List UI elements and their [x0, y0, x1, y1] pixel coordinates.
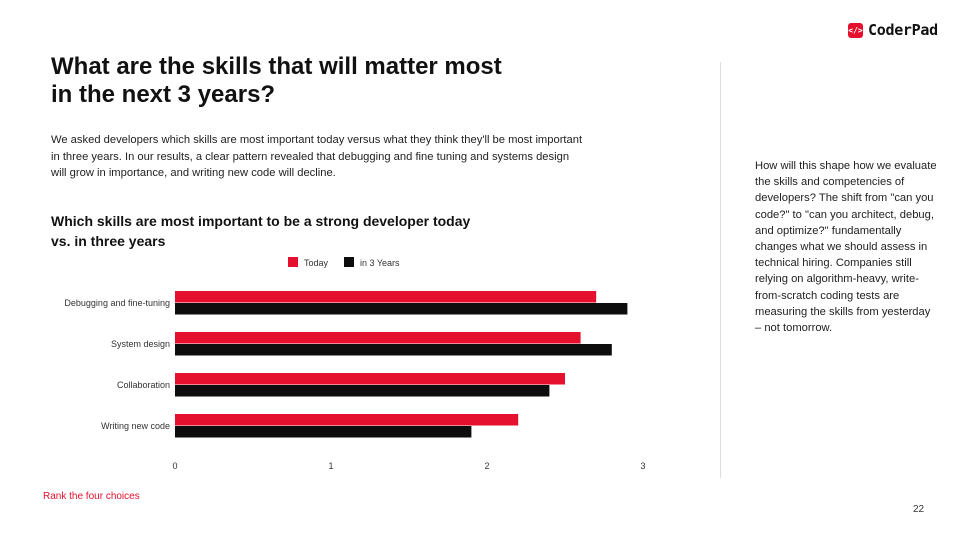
bar-in-3-years [175, 426, 472, 438]
bar-today [175, 373, 565, 385]
legend-label-today: Today [304, 258, 329, 268]
legend-swatch-today [288, 257, 298, 267]
chart-title: Which skills are most important to be a … [51, 213, 471, 249]
category-label: Writing new code [101, 421, 170, 431]
category-label: Debugging and fine-tuning [64, 298, 170, 308]
column-divider [720, 62, 721, 478]
legend-swatch-in-3-years [344, 257, 354, 267]
footnote: Rank the four choices [43, 491, 140, 502]
category-label: Collaboration [117, 380, 170, 390]
bar-in-3-years [175, 344, 612, 356]
coderpad-logo-icon: </> [848, 22, 863, 38]
brand-logo: </> CoderPad [848, 21, 938, 39]
x-tick-label: 2 [484, 461, 489, 471]
bar-today [175, 291, 597, 303]
bar-today [175, 332, 581, 344]
bar-today [175, 414, 519, 426]
brand-name: CoderPad [868, 21, 938, 39]
x-tick-label: 3 [640, 461, 645, 471]
x-tick-label: 1 [328, 461, 333, 471]
intro-paragraph: We asked developers which skills are mos… [51, 134, 583, 179]
legend-label-in-3-years: in 3 Years [360, 258, 400, 268]
side-commentary: How will this shape how we evaluate the … [755, 160, 937, 335]
x-tick-label: 0 [172, 461, 177, 471]
bar-chart: Today in 3 Years Debugging and fine-tuning… [64, 257, 646, 471]
page-number: 22 [913, 504, 925, 515]
page-title: What are the skills that will matter mos… [51, 53, 502, 108]
category-label: System design [111, 339, 170, 349]
bar-in-3-years [175, 385, 550, 397]
bar-in-3-years [175, 303, 628, 315]
